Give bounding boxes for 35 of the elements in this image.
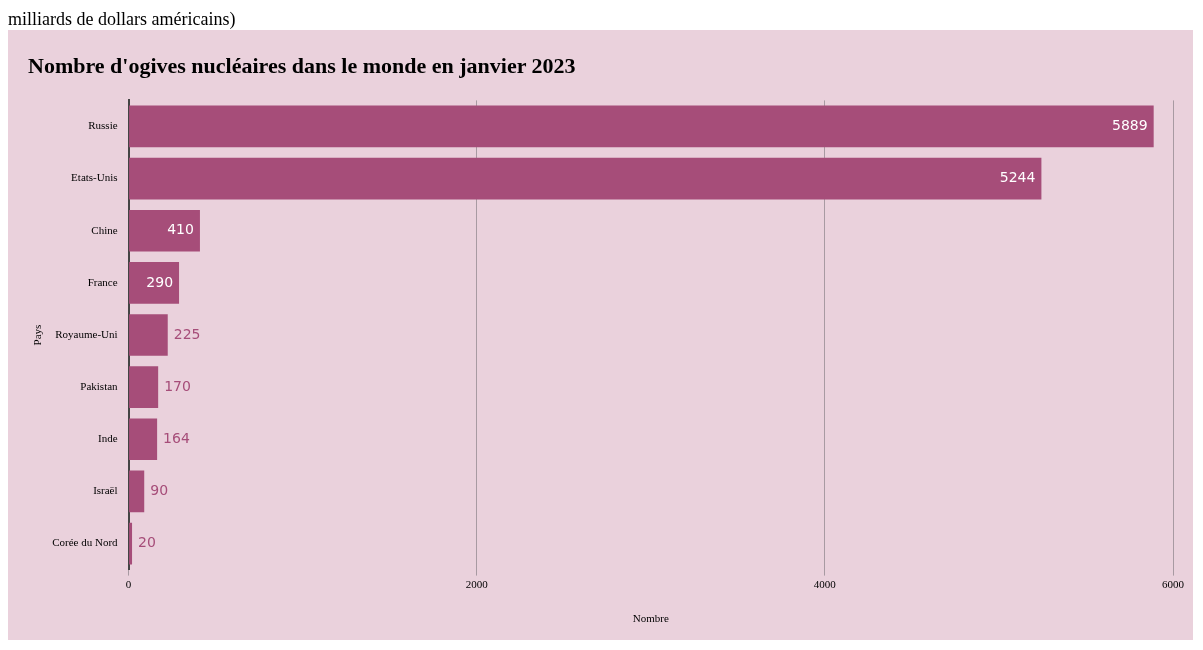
bar <box>129 366 159 408</box>
data-label: 20 <box>138 534 156 551</box>
y-tick-label: Russie <box>88 119 118 132</box>
y-tick-label: Israël <box>93 484 118 497</box>
bar <box>129 418 158 461</box>
y-tick-label: France <box>87 275 118 288</box>
data-label: 5244 <box>999 169 1036 186</box>
x-axis-title: Nombre <box>632 612 669 625</box>
y-tick-label: Chine <box>91 223 118 236</box>
bar <box>129 522 133 565</box>
y-tick-label: Inde <box>98 432 118 445</box>
data-label: 5889 <box>1112 117 1148 134</box>
bar <box>129 470 145 513</box>
x-tick-label: 6000 <box>1162 578 1185 591</box>
bar <box>129 262 180 304</box>
data-label: 164 <box>163 429 190 446</box>
x-tick-label: 0 <box>125 578 132 591</box>
chart-title: Nombre d'ogives nucléaires dans le monde en janvier 2023 <box>28 52 576 78</box>
x-tick-label: 4000 <box>813 578 837 591</box>
x-tick-label: 2000 <box>465 578 489 591</box>
data-label: 90 <box>150 482 169 499</box>
y-tick-label: Royaume-Uni <box>55 327 118 340</box>
bar <box>129 209 200 252</box>
data-label: 410 <box>167 221 194 238</box>
y-tick-label: Corée du Nord <box>52 536 119 549</box>
text: milliards de dollars américains) <box>8 8 237 30</box>
y-axis-title: Pays <box>31 324 44 346</box>
bar <box>129 157 1042 200</box>
data-label: 170 <box>164 377 191 394</box>
y-tick-label: Pakistan <box>80 380 119 393</box>
data-label: 225 <box>173 325 201 342</box>
y-tick-label: Etats-Unis <box>71 171 118 184</box>
data-label: 290 <box>146 273 174 290</box>
bar <box>129 105 1154 148</box>
bar <box>129 314 168 356</box>
